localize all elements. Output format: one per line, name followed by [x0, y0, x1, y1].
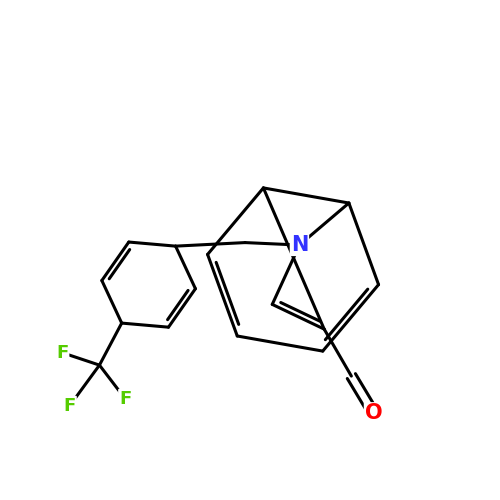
Text: N: N — [291, 235, 308, 255]
Text: F: F — [64, 396, 76, 414]
Text: F: F — [119, 390, 132, 407]
Text: F: F — [56, 344, 68, 362]
Text: O: O — [365, 403, 382, 423]
